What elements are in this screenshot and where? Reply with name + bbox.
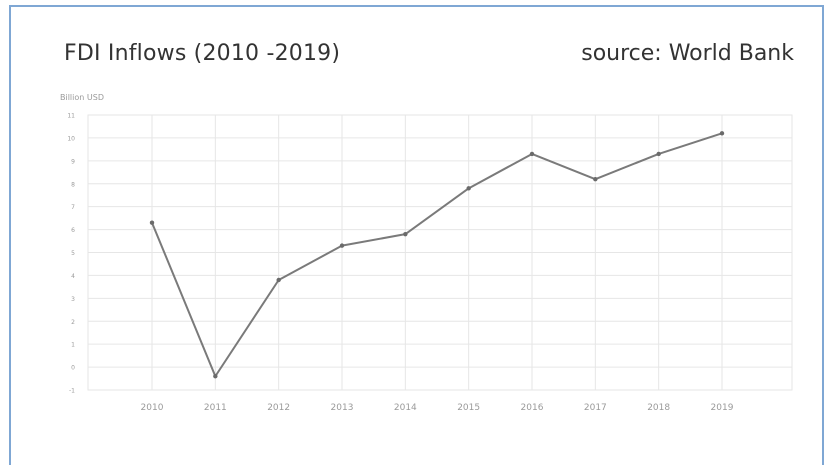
y-tick-label: 4 [71,273,75,280]
y-tick-label: 0 [71,365,75,372]
y-tick-label: 9 [71,158,75,165]
x-tick-label: 2015 [457,403,480,413]
data-point [529,151,535,157]
data-point [719,131,725,136]
y-tick-label: 7 [71,204,75,211]
x-tick-label: 2016 [521,403,544,413]
x-tick-label: 2012 [267,403,290,413]
x-tick-label: 2011 [204,403,227,413]
x-tick-label: 2018 [647,403,670,413]
y-tick-label: 3 [71,296,75,303]
y-axis-unit-label: Billion USD [60,93,104,102]
y-tick-label: 5 [71,250,75,257]
series-line [151,132,723,378]
data-point [656,151,661,157]
y-tick-label: 8 [71,181,75,188]
y-tick-label: 10 [67,135,75,142]
data-point [149,220,155,225]
y-tick-label: 11 [67,113,75,120]
y-tick-label: 6 [71,227,75,234]
data-point [339,243,345,248]
data-point [403,231,408,237]
y-tick-label: -1 [69,388,75,395]
data-point [466,186,471,191]
x-tick-label: 2019 [711,403,734,413]
chart-source: source: World Bank [581,41,794,66]
x-tick-label: 2013 [331,403,354,413]
y-tick-label: 2 [71,319,75,326]
data-point [213,374,218,379]
x-tick-label: 2014 [394,403,417,413]
data-point [593,176,598,182]
data-point [276,277,281,283]
x-tick-label: 2010 [141,403,164,413]
x-tick-label: 2017 [584,403,607,413]
chart-title: FDI Inflows (2010 -2019) [64,41,341,66]
chart-frame [9,5,824,465]
y-tick-label: 1 [71,342,75,349]
